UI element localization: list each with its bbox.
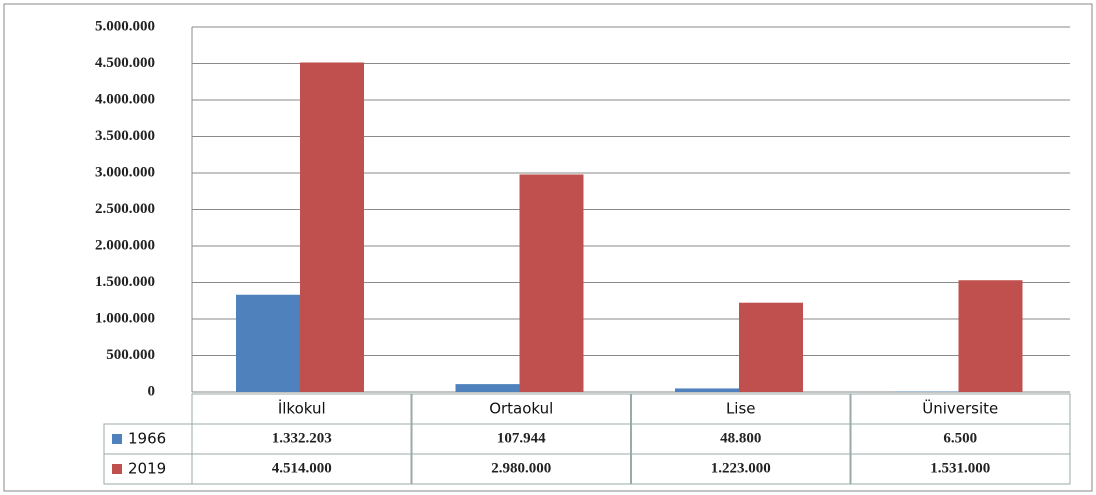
- y-tick-label: 4.000.000: [95, 91, 155, 107]
- x-tick-label: İlkokul: [278, 399, 326, 418]
- y-tick-label: 4.500.000: [95, 55, 155, 71]
- legend-swatch: [112, 464, 122, 474]
- y-tick-label: 5.000.000: [95, 18, 155, 34]
- table-value: 48.800: [720, 430, 761, 446]
- x-tick-label: Ortaokul: [489, 400, 553, 418]
- y-tick-label: 1.500.000: [95, 274, 155, 290]
- bar: [739, 302, 803, 392]
- y-tick-label: 0: [148, 383, 156, 399]
- table-value: 2.980.000: [491, 460, 551, 476]
- y-tick-label: 1.000.000: [95, 310, 155, 326]
- table-value: 1.223.000: [711, 460, 771, 476]
- y-tick-label: 500.000: [106, 347, 155, 363]
- table-value: 1.332.203: [272, 430, 332, 446]
- bar: [958, 280, 1023, 392]
- y-tick-label: 2.500.000: [95, 201, 155, 217]
- table-value: 6.500: [943, 430, 977, 446]
- legend-label: 2019: [128, 460, 166, 478]
- x-tick-label: Lise: [726, 400, 756, 418]
- bar: [236, 294, 300, 392]
- table-value: 4.514.000: [272, 460, 332, 476]
- legend-swatch: [112, 434, 122, 444]
- bar: [519, 174, 584, 392]
- bar: [675, 388, 739, 392]
- bar: [300, 62, 364, 393]
- x-tick-label: Üniversite: [922, 399, 998, 418]
- legend-label: 1966: [128, 430, 166, 448]
- y-tick-label: 3.000.000: [95, 164, 155, 180]
- y-tick-label: 2.000.000: [95, 237, 155, 253]
- table-value: 1.531.000: [930, 460, 990, 476]
- y-tick-label: 3.500.000: [95, 128, 155, 144]
- bar: [455, 384, 520, 392]
- table-value: 107.944: [497, 430, 546, 446]
